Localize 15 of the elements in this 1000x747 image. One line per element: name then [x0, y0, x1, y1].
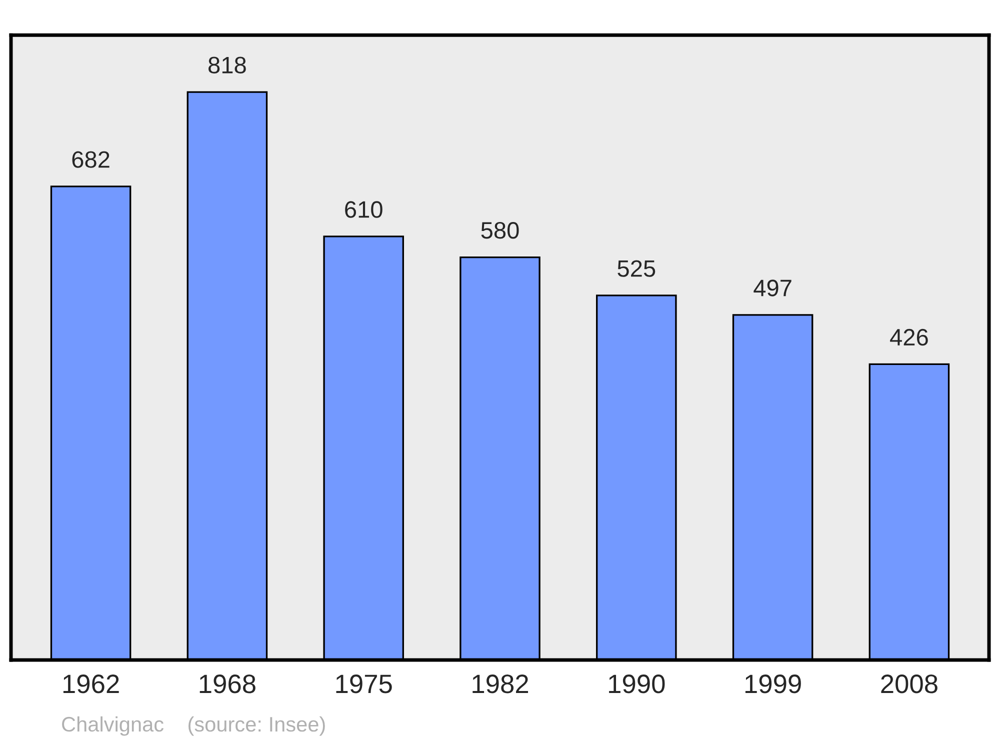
x-tick-label: 1999: [745, 674, 801, 694]
data-label: 610: [345, 201, 382, 218]
text: Chalvignac (source: Insee): [62, 716, 325, 736]
data-label: 682: [72, 151, 110, 168]
x-tick-label: 1968: [200, 674, 256, 694]
data-label: 525: [618, 260, 656, 277]
x-tick-label: 1982: [472, 674, 528, 694]
x-tick-label: 2008: [881, 674, 938, 694]
data-label: 818: [208, 56, 246, 74]
data-label: 580: [481, 222, 519, 239]
data-label: 497: [754, 280, 792, 296]
x-tick-label: 1975: [336, 674, 392, 694]
x-tick-label: 1962: [63, 674, 119, 694]
x-tick-label: 1990: [609, 674, 665, 694]
data-label: 426: [890, 328, 928, 346]
